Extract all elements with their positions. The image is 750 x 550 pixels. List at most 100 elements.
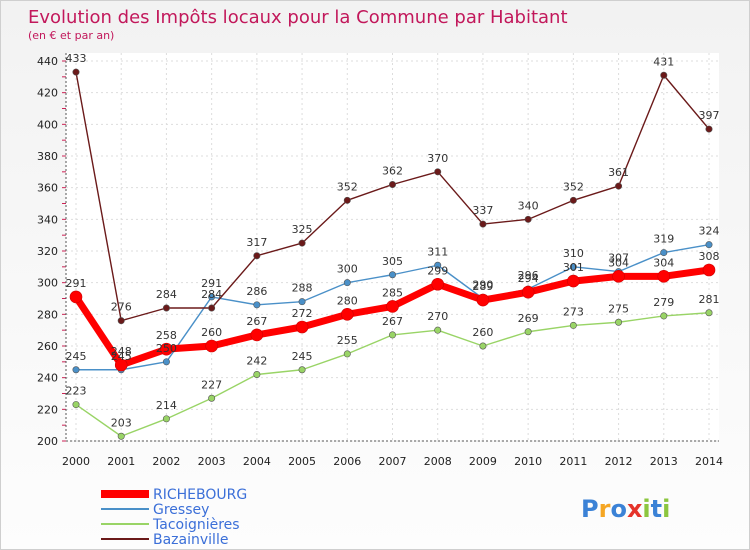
y-tick-label: 440 — [37, 55, 58, 68]
data-label-richebourg: 294 — [518, 272, 539, 285]
data-point-tacoigni-res — [479, 342, 487, 350]
data-label-richebourg: 301 — [563, 261, 584, 274]
data-label-bazainville: 361 — [608, 166, 629, 179]
data-label-bazainville: 431 — [653, 55, 674, 68]
x-tick-label: 2006 — [333, 455, 361, 468]
logo-letter: i — [642, 495, 650, 523]
x-tick-label: 2012 — [605, 455, 633, 468]
data-point-bazainville — [705, 125, 713, 133]
data-point-tacoigni-res — [72, 401, 80, 409]
data-label-gressey: 310 — [563, 247, 584, 260]
data-point-bazainville — [72, 68, 80, 76]
data-label-gressey: 288 — [292, 282, 313, 295]
data-point-bazainville — [298, 239, 306, 247]
data-point-richebourg — [340, 308, 354, 321]
data-label-richebourg: 291 — [66, 277, 87, 290]
logo-letter: t — [651, 495, 662, 523]
logo-letter: r — [599, 495, 611, 523]
data-label-bazainville: 397 — [699, 109, 720, 122]
data-point-tacoigni-res — [434, 326, 442, 334]
data-point-gressey — [298, 298, 306, 306]
data-point-richebourg — [250, 328, 264, 342]
x-tick-label: 2004 — [243, 455, 271, 468]
x-tick-label: 2007 — [379, 455, 407, 468]
data-label-richebourg: 289 — [472, 280, 493, 293]
data-point-tacoigni-res — [117, 432, 125, 440]
x-tick-label: 2011 — [559, 455, 587, 468]
data-label-tacoigni-res: 270 — [427, 310, 448, 323]
x-tick-label: 2010 — [514, 455, 542, 468]
data-label-tacoigni-res: 214 — [156, 399, 177, 412]
data-point-tacoigni-res — [615, 318, 623, 326]
proxiti-logo: Proxiti — [581, 495, 670, 523]
data-point-bazainville — [388, 181, 396, 189]
data-label-bazainville: 352 — [563, 180, 584, 193]
logo-letter: P — [581, 495, 599, 523]
data-point-tacoigni-res — [705, 309, 713, 317]
legend-label-richebourg: RICHEBOURG — [153, 487, 247, 503]
data-label-bazainville: 337 — [472, 204, 493, 217]
data-label-bazainville: 370 — [427, 152, 448, 165]
data-label-tacoigni-res: 203 — [111, 416, 132, 429]
y-tick-label: 200 — [37, 435, 58, 448]
data-point-gressey — [569, 263, 577, 271]
data-point-bazainville — [162, 304, 170, 312]
y-tick-label: 360 — [37, 182, 58, 195]
y-tick-label: 300 — [37, 277, 58, 290]
data-point-tacoigni-res — [343, 350, 351, 358]
data-point-richebourg — [295, 320, 309, 334]
y-tick-label: 220 — [37, 403, 58, 416]
data-point-bazainville — [660, 71, 668, 79]
data-label-richebourg: 304 — [653, 256, 674, 269]
data-label-richebourg: 260 — [201, 326, 222, 339]
data-point-richebourg — [69, 290, 83, 304]
data-point-richebourg — [160, 342, 173, 356]
data-point-richebourg — [114, 358, 128, 372]
data-point-gressey — [343, 279, 351, 287]
chart-title: Evolution des Impôts locaux pour la Comm… — [28, 7, 568, 28]
data-label-gressey: 296 — [518, 269, 539, 282]
data-point-richebourg — [521, 285, 535, 299]
data-label-bazainville: 276 — [111, 301, 132, 314]
data-point-gressey — [162, 358, 170, 366]
data-point-tacoigni-res — [208, 394, 216, 402]
logo-letter: i — [662, 495, 670, 523]
data-label-bazainville: 362 — [382, 165, 403, 178]
data-point-tacoigni-res — [660, 312, 668, 320]
x-tick-label: 2000 — [62, 455, 90, 468]
data-label-tacoigni-res: 279 — [653, 296, 674, 309]
data-label-richebourg: 308 — [699, 250, 720, 263]
data-label-bazainville: 352 — [337, 180, 358, 193]
data-label-bazainville: 317 — [246, 236, 267, 249]
data-label-bazainville: 325 — [292, 223, 313, 236]
data-point-gressey — [660, 249, 668, 257]
data-label-gressey: 319 — [653, 233, 674, 246]
x-tick-label: 2008 — [424, 455, 452, 468]
logo-letter: o — [610, 495, 627, 523]
data-point-richebourg — [431, 277, 445, 291]
data-point-tacoigni-res — [524, 328, 532, 336]
data-label-richebourg: 272 — [292, 307, 313, 320]
data-point-gressey — [705, 241, 713, 249]
y-tick-label: 420 — [37, 87, 58, 100]
x-tick-label: 2001 — [107, 455, 135, 468]
y-tick-label: 240 — [37, 372, 58, 385]
data-label-gressey: 290 — [472, 279, 493, 292]
x-tick-label: 2005 — [288, 455, 316, 468]
data-label-tacoigni-res: 223 — [66, 385, 87, 398]
data-point-bazainville — [479, 220, 487, 228]
x-tick-label: 2013 — [650, 455, 678, 468]
data-point-richebourg — [612, 270, 625, 283]
data-point-tacoigni-res — [569, 321, 577, 329]
data-point-tacoigni-res — [388, 331, 396, 339]
y-tick-label: 340 — [37, 213, 58, 226]
data-point-gressey — [208, 293, 216, 301]
data-point-richebourg — [476, 293, 490, 307]
data-label-gressey: 305 — [382, 255, 403, 268]
data-point-bazainville — [117, 317, 125, 325]
axes: 200 220 240 260 280 300 320 340 360 380 400 420 440 2… — [37, 53, 723, 468]
data-label-richebourg: 267 — [246, 315, 267, 328]
data-label-tacoigni-res: 269 — [518, 312, 539, 325]
